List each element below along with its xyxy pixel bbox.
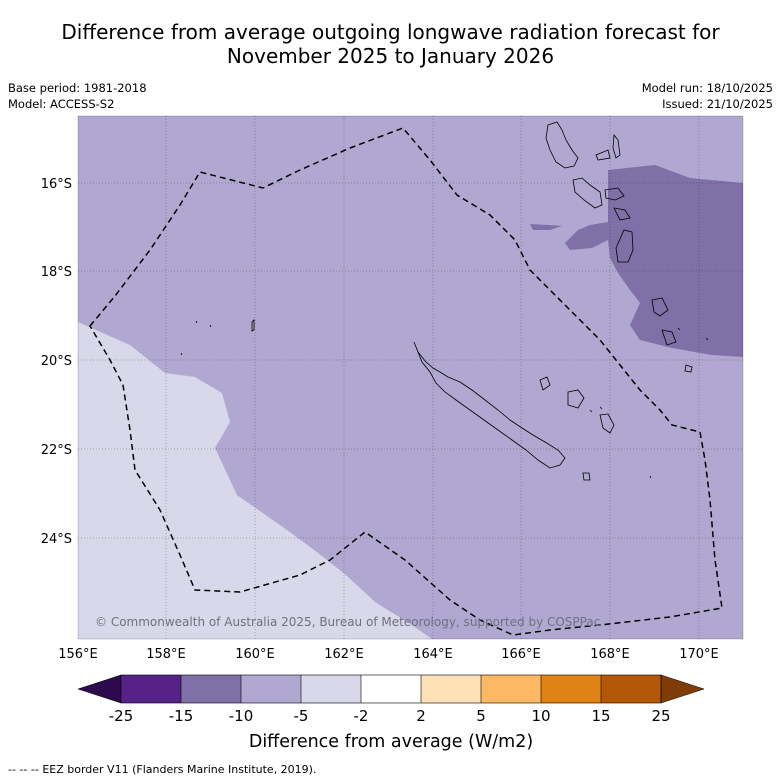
cbar-tick: -5 — [294, 707, 309, 725]
map-frame — [77, 115, 744, 640]
x-tick-168e: 168°E — [590, 647, 630, 662]
colorbar-segment — [301, 675, 361, 703]
x-tick-158e: 158°E — [146, 647, 186, 662]
vanuatu-north — [545, 121, 579, 169]
colorbar-over-arrow — [660, 674, 705, 704]
y-tick-22s: 22°S — [41, 443, 72, 458]
chart-title: Difference from average outgoing longwav… — [0, 20, 781, 68]
cbar-tick: -25 — [109, 707, 134, 725]
colorbar-segment — [361, 675, 421, 703]
colorbar-segment — [121, 675, 181, 703]
y-tick-18s: 18°S — [41, 265, 72, 280]
eez-legend-text: EEZ border V11 (Flanders Marine Institut… — [42, 763, 317, 776]
issued-date: Issued: 21/10/2025 — [662, 97, 773, 111]
region-minus5-minus2 — [78, 322, 432, 639]
y-tick-24s: 24°S — [41, 532, 72, 547]
colorbar-segment — [421, 675, 481, 703]
cbar-tick: -2 — [354, 707, 369, 725]
colorbar-segment — [541, 675, 601, 703]
coastlines — [180, 121, 709, 481]
colorbar-segment — [481, 675, 541, 703]
cbar-tick: -10 — [229, 707, 254, 725]
vanuatu-islands — [572, 133, 693, 373]
new-caledonia — [413, 341, 566, 469]
x-tick-156e: 156°E — [58, 647, 98, 662]
footer-legend: -- -- -- EEZ border V11 (Flanders Marine… — [8, 763, 316, 776]
cbar-tick: 25 — [651, 707, 670, 725]
eez-legend-symbol: -- -- -- — [8, 763, 39, 776]
cbar-tick: 2 — [416, 707, 426, 725]
meta-left: Base period: 1981-2018 Model: ACCESS-S2 — [8, 80, 147, 112]
x-tick-162e: 162°E — [324, 647, 364, 662]
x-axis: 156°E 158°E 160°E 162°E 164°E 166°E 168°… — [58, 647, 719, 662]
x-tick-160e: 160°E — [235, 647, 275, 662]
colorbar: -25 -15 -10 -5 -2 2 5 10 15 25 Differenc… — [77, 674, 705, 752]
cbar-tick: 10 — [531, 707, 550, 725]
colorbar-label: Difference from average (W/m2) — [249, 732, 533, 752]
meta-right: Model run: 18/10/2025 Issued: 21/10/2025 — [642, 80, 773, 112]
y-tick-16s: 16°S — [41, 177, 72, 192]
small-islets — [180, 319, 709, 479]
title-line-1: Difference from average outgoing longwav… — [61, 20, 720, 44]
x-tick-166e: 166°E — [501, 647, 541, 662]
copyright-text: © Commonwealth of Australia 2025, Bureau… — [95, 615, 600, 629]
map-field — [78, 116, 743, 639]
colorbar-dividers — [180, 675, 602, 703]
model-run: Model run: 18/10/2025 — [641, 81, 773, 95]
colorbar-frame — [120, 674, 662, 704]
title-line-2: November 2025 to January 2026 — [226, 44, 555, 68]
cbar-tick: 5 — [476, 707, 486, 725]
region-minus15-minus10 — [565, 165, 743, 357]
base-period: Base period: 1981-2018 — [8, 81, 147, 95]
colorbar-segment — [601, 675, 661, 703]
region-minus15-minus10-small — [530, 224, 562, 230]
model-name: Model: ACCESS-S2 — [8, 97, 115, 111]
y-axis: 16°S 18°S 20°S 22°S 24°S — [41, 177, 72, 547]
cbar-tick: 15 — [591, 707, 610, 725]
x-tick-170e: 170°E — [679, 647, 719, 662]
eez-border — [89, 127, 723, 636]
colorbar-ticks: -25 -15 -10 -5 -2 2 5 10 15 25 — [109, 707, 671, 725]
colorbar-under-arrow — [77, 674, 122, 704]
x-tick-164e: 164°E — [413, 647, 453, 662]
colorbar-segment — [241, 675, 301, 703]
cbar-tick: -15 — [169, 707, 194, 725]
colorbar-segment — [181, 675, 241, 703]
y-tick-20s: 20°S — [41, 354, 72, 369]
loyalty-islands — [539, 376, 615, 481]
